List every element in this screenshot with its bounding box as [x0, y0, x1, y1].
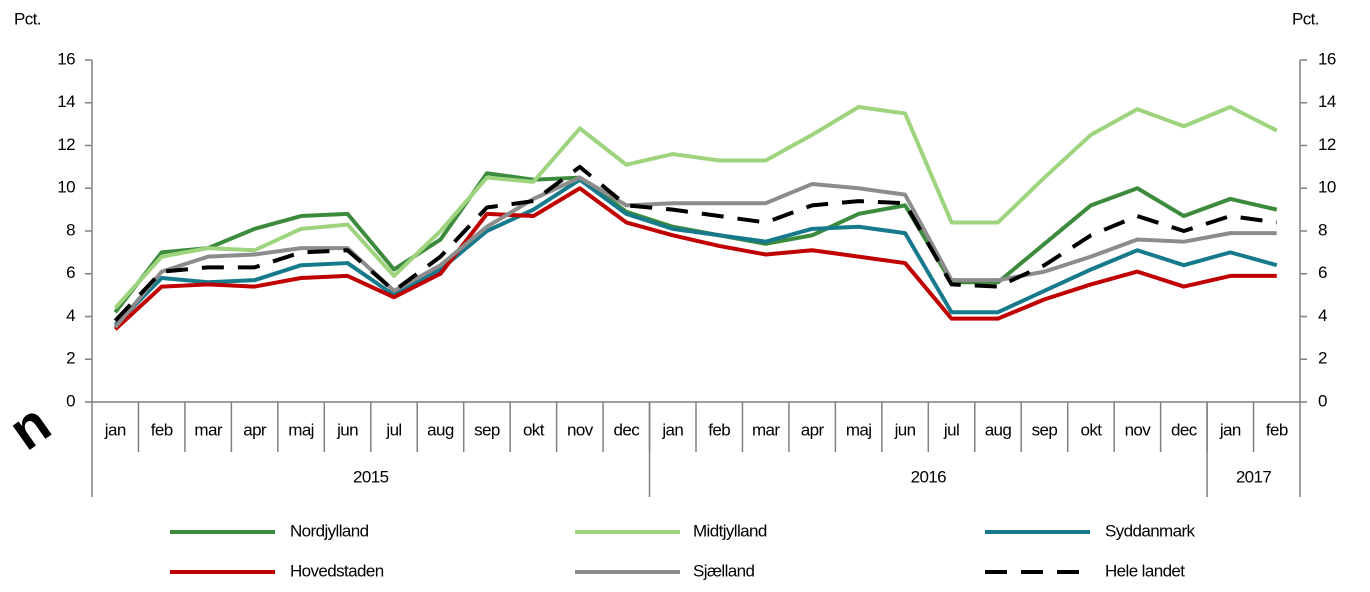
x-tick-label: aug [985, 420, 1012, 439]
y2-tick-label: 0 [1318, 391, 1327, 410]
x-tick-label: sep [1032, 420, 1058, 439]
series-line [113, 105, 1278, 310]
x-tick-label: apr [243, 420, 267, 439]
y2-tick-label: 14 [1318, 92, 1336, 111]
y2-tick-label: 16 [1318, 49, 1336, 68]
x-tick-label: dec [1171, 420, 1198, 439]
x-tick-label: feb [708, 420, 730, 439]
y2-tick-label: 6 [1318, 263, 1327, 282]
y-tick-label: 2 [66, 349, 75, 368]
y-tick-label: 10 [57, 178, 75, 197]
y2-tick-label: 10 [1318, 178, 1336, 197]
x-tick-label: jul [943, 420, 959, 439]
x-tick-label: mar [752, 420, 780, 439]
x-tick-label: feb [1266, 420, 1288, 439]
legend-label: Hovedstaden [290, 561, 384, 580]
y-tick-label: 12 [57, 135, 75, 154]
y-axis-label: Pct. [14, 9, 41, 28]
series-line [113, 175, 1277, 329]
x-tick-label: jan [1219, 420, 1241, 439]
x-tick-label: jul [385, 420, 401, 439]
x-tick-label: feb [151, 420, 173, 439]
series-line [113, 186, 1277, 331]
y-tick-label: 6 [66, 263, 75, 282]
x-tick-label: mar [194, 420, 222, 439]
year-label: 2016 [911, 467, 947, 486]
legend-label: Sjælland [693, 561, 754, 580]
y2-tick-label: 12 [1318, 135, 1336, 154]
x-tick-label: jun [336, 420, 358, 439]
y2-axis-label: Pct. [1292, 9, 1319, 28]
legend-label: Hele landet [1105, 561, 1185, 580]
legend-label: Nordjylland [290, 521, 369, 540]
x-tick-label: nov [1125, 420, 1152, 439]
y2-tick-label: 8 [1318, 220, 1327, 239]
legend-label: Syddanmark [1105, 521, 1196, 540]
y-tick-label: 0 [66, 391, 75, 410]
x-tick-label: maj [846, 420, 872, 439]
x-tick-label: nov [567, 420, 594, 439]
x-tick-label: apr [801, 420, 825, 439]
y2-tick-label: 4 [1318, 306, 1327, 325]
x-tick-label: jan [661, 420, 683, 439]
x-tick-label: okt [523, 420, 545, 439]
x-tick-label: okt [1080, 420, 1102, 439]
y-tick-label: 8 [66, 220, 75, 239]
x-tick-label: jun [894, 420, 916, 439]
x-tick-label: maj [288, 420, 314, 439]
x-tick-label: sep [474, 420, 500, 439]
year-label: 2015 [353, 467, 389, 486]
series-line [113, 171, 1278, 314]
series-line [113, 177, 1278, 327]
y-tick-label: 14 [57, 92, 75, 111]
y-tick-label: 16 [57, 49, 75, 68]
legend-label: Midtjylland [693, 521, 767, 540]
x-tick-label: dec [614, 420, 641, 439]
annotation: n [0, 391, 61, 462]
y2-tick-label: 2 [1318, 349, 1327, 368]
y-tick-label: 4 [66, 306, 75, 325]
x-tick-label: jan [104, 420, 126, 439]
x-tick-label: aug [427, 420, 454, 439]
year-label: 2017 [1236, 467, 1272, 486]
series-line [113, 164, 1278, 323]
